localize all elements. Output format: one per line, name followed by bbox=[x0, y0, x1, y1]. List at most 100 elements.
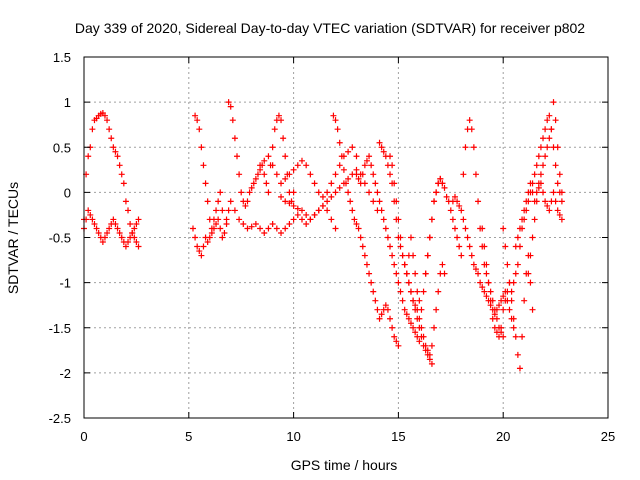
data-point bbox=[112, 220, 119, 227]
data-point bbox=[269, 144, 276, 151]
data-point bbox=[353, 171, 360, 178]
data-point bbox=[378, 311, 385, 318]
data-point bbox=[456, 202, 463, 209]
data-point bbox=[424, 347, 431, 354]
y-tick-label: -0.5 bbox=[49, 231, 71, 246]
data-point bbox=[462, 144, 469, 151]
data-point bbox=[416, 297, 423, 304]
data-point bbox=[374, 189, 381, 196]
data-point bbox=[556, 171, 563, 178]
series-track-j bbox=[353, 153, 423, 345]
data-point bbox=[504, 261, 511, 268]
data-point bbox=[475, 198, 482, 205]
data-point bbox=[428, 216, 435, 223]
data-point bbox=[307, 216, 314, 223]
x-tick-label: 25 bbox=[601, 429, 615, 444]
data-point bbox=[412, 302, 419, 309]
data-point bbox=[485, 279, 492, 286]
data-point bbox=[412, 270, 419, 277]
data-point bbox=[135, 243, 142, 250]
data-point bbox=[510, 324, 517, 331]
x-tick-label: 20 bbox=[496, 429, 510, 444]
series-track-m bbox=[422, 175, 448, 277]
data-point bbox=[280, 135, 287, 142]
data-point bbox=[116, 229, 123, 236]
data-point bbox=[416, 315, 423, 322]
data-point bbox=[104, 117, 111, 124]
data-point bbox=[483, 293, 490, 300]
data-point bbox=[519, 216, 526, 223]
data-point bbox=[437, 175, 444, 182]
data-point bbox=[359, 171, 366, 178]
data-point bbox=[336, 184, 343, 191]
data-point bbox=[405, 279, 412, 286]
data-point bbox=[273, 171, 280, 178]
series-track-i bbox=[330, 112, 402, 349]
data-point bbox=[380, 148, 387, 155]
data-point bbox=[407, 320, 414, 327]
data-point bbox=[523, 198, 530, 205]
data-point bbox=[345, 189, 352, 196]
data-point bbox=[244, 225, 251, 232]
data-point bbox=[493, 329, 500, 336]
data-point bbox=[225, 207, 232, 214]
data-point bbox=[298, 216, 305, 223]
data-point bbox=[204, 239, 211, 246]
data-point bbox=[514, 234, 521, 241]
data-point bbox=[89, 126, 96, 133]
data-point bbox=[542, 198, 549, 205]
data-point bbox=[319, 193, 326, 200]
data-point bbox=[315, 207, 322, 214]
data-point bbox=[433, 189, 440, 196]
data-point bbox=[286, 171, 293, 178]
data-point bbox=[85, 207, 92, 214]
data-point bbox=[252, 220, 259, 227]
data-point bbox=[282, 175, 289, 182]
data-point bbox=[192, 234, 199, 241]
data-point bbox=[355, 175, 362, 182]
data-point bbox=[257, 162, 264, 169]
data-point bbox=[227, 103, 234, 110]
data-point bbox=[464, 234, 471, 241]
data-point bbox=[554, 180, 561, 187]
data-point bbox=[236, 171, 243, 178]
series-track-a bbox=[81, 109, 142, 250]
data-point bbox=[439, 261, 446, 268]
data-point bbox=[456, 243, 463, 250]
data-point bbox=[340, 166, 347, 173]
data-point bbox=[366, 153, 373, 160]
data-point bbox=[345, 148, 352, 155]
data-point bbox=[286, 220, 293, 227]
data-point bbox=[282, 153, 289, 160]
y-tick-label: -2.5 bbox=[49, 411, 71, 426]
data-point bbox=[451, 225, 458, 232]
data-point bbox=[378, 144, 385, 151]
data-point bbox=[393, 270, 400, 277]
data-point bbox=[468, 126, 475, 133]
data-point bbox=[389, 252, 396, 259]
data-point bbox=[282, 225, 289, 232]
series-track-d bbox=[189, 216, 230, 259]
data-point bbox=[550, 99, 557, 106]
data-point bbox=[426, 234, 433, 241]
data-point bbox=[194, 243, 201, 250]
data-point bbox=[472, 266, 479, 273]
data-point bbox=[125, 207, 132, 214]
data-point bbox=[196, 248, 203, 255]
data-point bbox=[194, 117, 201, 124]
data-point bbox=[252, 175, 259, 182]
data-point bbox=[479, 225, 486, 232]
data-point bbox=[261, 171, 268, 178]
data-point bbox=[414, 288, 421, 295]
data-point bbox=[397, 243, 404, 250]
data-point bbox=[104, 229, 111, 236]
data-point bbox=[286, 200, 293, 207]
data-point bbox=[470, 144, 477, 151]
series-track-e bbox=[225, 99, 297, 209]
data-point bbox=[552, 162, 559, 169]
data-point bbox=[376, 315, 383, 322]
data-point bbox=[135, 216, 142, 223]
data-point bbox=[366, 189, 373, 196]
x-tick-label: 10 bbox=[286, 429, 300, 444]
data-point bbox=[290, 189, 297, 196]
